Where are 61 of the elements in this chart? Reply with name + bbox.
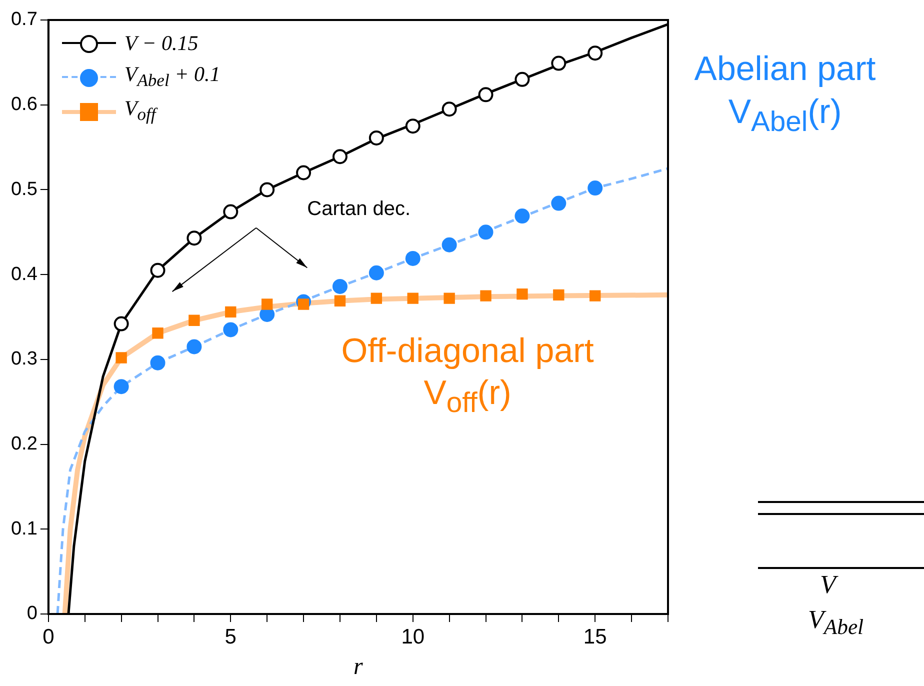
point xyxy=(296,165,312,180)
point xyxy=(332,278,348,294)
y-tick-label: 0.4 xyxy=(10,264,38,285)
point xyxy=(150,355,166,370)
point xyxy=(114,316,129,332)
text: Abelian part V$_{Abel}$(r) xyxy=(693,49,877,140)
point xyxy=(514,208,530,224)
y-tick-label: 0.7 xyxy=(10,9,38,30)
point xyxy=(188,314,200,326)
point xyxy=(405,118,420,134)
point xyxy=(444,292,455,304)
point xyxy=(553,289,564,301)
point xyxy=(442,237,457,252)
point xyxy=(551,196,566,211)
x-tick-label: 15 xyxy=(583,625,607,648)
y-tick-label: 0.3 xyxy=(10,348,38,370)
text: V$_{Abel}$ xyxy=(808,605,864,640)
point xyxy=(514,72,530,87)
point xyxy=(516,288,528,300)
annotation: Cartan dec. xyxy=(307,198,411,222)
x-tick-label: 5 xyxy=(224,625,236,648)
point xyxy=(186,230,202,246)
point xyxy=(332,149,348,164)
point xyxy=(478,224,494,240)
point xyxy=(442,102,457,117)
point xyxy=(114,379,129,394)
point xyxy=(590,290,601,302)
point xyxy=(480,290,492,302)
point xyxy=(368,265,384,280)
legend-label: V$_{Abel}$ + 0.1 xyxy=(124,62,220,92)
y-tick-label: 0.2 xyxy=(10,434,38,455)
point xyxy=(223,322,238,338)
point xyxy=(405,250,420,266)
y-tick-label: 0.5 xyxy=(10,178,38,200)
point xyxy=(334,295,346,306)
point xyxy=(150,262,166,278)
point xyxy=(588,180,603,196)
y-tick-label: 0 xyxy=(26,603,38,624)
point xyxy=(368,130,384,146)
point xyxy=(478,87,494,102)
point xyxy=(116,352,127,364)
x-tick-label: 10 xyxy=(401,625,425,648)
point xyxy=(551,56,566,71)
y-tick-label: 0.1 xyxy=(10,518,38,540)
x-tick-label: 0 xyxy=(42,625,54,648)
line-series xyxy=(56,167,668,614)
point xyxy=(260,182,275,198)
point xyxy=(223,204,238,220)
point xyxy=(370,292,382,304)
point xyxy=(186,339,202,354)
point xyxy=(261,298,273,310)
legend-label: V$_{off}$ xyxy=(124,96,156,126)
point xyxy=(152,328,164,339)
point xyxy=(588,46,603,61)
annotation: Off-diagonal part V$_{off}$(r) xyxy=(340,330,595,422)
text: V xyxy=(820,570,836,600)
point xyxy=(407,292,418,304)
x-axis-title: r xyxy=(354,654,364,680)
point xyxy=(225,306,236,318)
legend-label: V − 0.15 xyxy=(124,30,198,56)
y-tick-label: 0.6 xyxy=(10,94,38,116)
